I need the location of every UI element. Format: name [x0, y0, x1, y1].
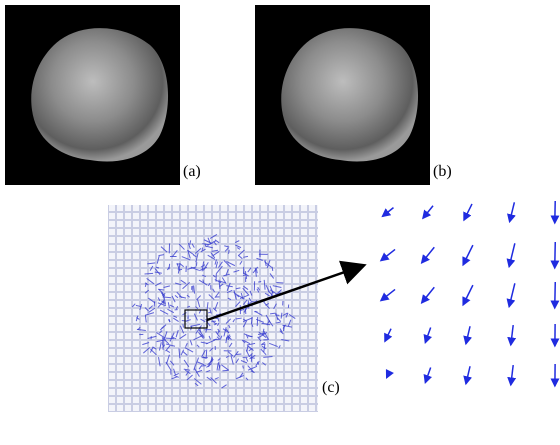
field-vector — [145, 273, 154, 274]
field-vector — [251, 317, 252, 323]
zoomed-vectors — [381, 201, 555, 386]
field-vector — [258, 281, 261, 282]
zoom-vector — [509, 243, 515, 266]
field-vector — [270, 313, 276, 314]
zoom-vector — [463, 285, 473, 305]
panel-label: (a) — [183, 163, 201, 180]
zoom-vector — [511, 325, 513, 345]
field-vector — [206, 350, 207, 359]
field-vector — [169, 264, 170, 269]
panel-c: (c) — [108, 201, 555, 412]
zoom-vector — [387, 372, 390, 377]
zoom-vector — [381, 249, 395, 260]
zoom-vector — [425, 327, 430, 342]
zoom-vector — [464, 204, 472, 220]
zoom-vector — [509, 283, 515, 306]
zoom-vector — [422, 247, 435, 263]
field-vector — [257, 317, 258, 326]
panel-a: (a) — [5, 5, 201, 185]
zoom-vector — [555, 282, 556, 308]
cell-image — [31, 28, 168, 161]
zoom-vector — [423, 206, 433, 218]
field-vector — [229, 250, 230, 254]
figure: (a) (b) (c) — [0, 0, 560, 440]
panel-label: (c) — [322, 379, 340, 396]
field-vector — [236, 354, 241, 355]
zoom-vector — [385, 329, 391, 342]
zoom-vector — [422, 287, 435, 303]
cell-image — [281, 28, 418, 161]
zoom-vector — [466, 366, 470, 384]
field-vector — [203, 279, 204, 282]
zoom-vector — [510, 202, 515, 221]
page: {"panels": [{"label": "(a)"}, {"label": … — [0, 0, 560, 440]
zoom-vector — [555, 242, 556, 268]
field-vector — [243, 366, 244, 369]
zoom-vector — [381, 289, 395, 300]
zoom-vector — [463, 245, 473, 265]
panel-b: (b) — [255, 5, 452, 185]
zoom-vector — [466, 326, 470, 344]
zoom-vector — [383, 208, 394, 217]
zoom-vector — [511, 365, 513, 385]
field-vector — [222, 370, 228, 371]
field-vector — [183, 324, 184, 327]
vector-field — [108, 205, 318, 412]
zoom-vector — [425, 367, 430, 382]
field-vector — [272, 267, 273, 271]
panel-label: (b) — [433, 163, 452, 180]
field-vector — [276, 282, 283, 283]
